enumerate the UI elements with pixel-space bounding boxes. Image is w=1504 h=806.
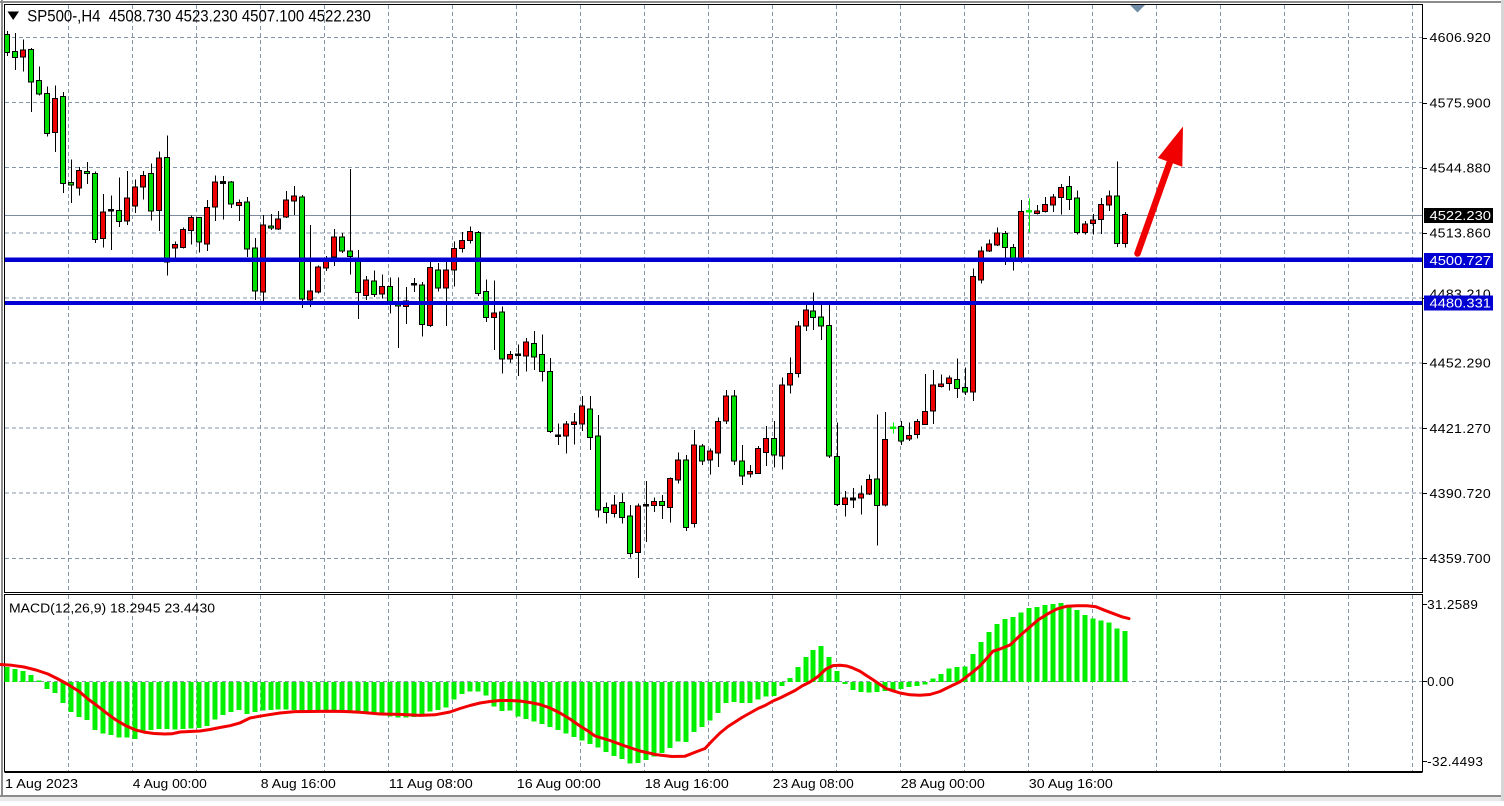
svg-text:4522.230: 4522.230 — [1430, 208, 1492, 223]
svg-text:28 Aug 00:00: 28 Aug 00:00 — [901, 776, 985, 791]
svg-text:23 Aug 08:00: 23 Aug 08:00 — [773, 776, 854, 791]
svg-text:4390.720: 4390.720 — [1430, 486, 1492, 501]
svg-text:0.00: 0.00 — [1427, 674, 1454, 689]
svg-text:1 Aug 2023: 1 Aug 2023 — [5, 776, 78, 791]
svg-text:SP500-,H4 4508.730 4523.230 4: SP500-,H4 4508.730 4523.230 4507.100 452… — [27, 7, 371, 26]
svg-text:4544.880: 4544.880 — [1430, 160, 1492, 175]
svg-text:4513.860: 4513.860 — [1430, 226, 1492, 241]
svg-text:4452.290: 4452.290 — [1430, 356, 1492, 371]
svg-text:MACD(12,26,9) 18.2945 23.4430: MACD(12,26,9) 18.2945 23.4430 — [9, 601, 215, 616]
svg-text:4606.920: 4606.920 — [1430, 30, 1492, 45]
svg-text:4 Aug 00:00: 4 Aug 00:00 — [133, 776, 207, 791]
svg-text:4421.270: 4421.270 — [1430, 421, 1492, 436]
svg-text:11 Aug 08:00: 11 Aug 08:00 — [389, 776, 473, 791]
svg-text:31.2589: 31.2589 — [1427, 597, 1478, 612]
svg-text:4359.700: 4359.700 — [1430, 551, 1492, 566]
svg-text:8 Aug 16:00: 8 Aug 16:00 — [261, 776, 336, 791]
svg-text:4575.900: 4575.900 — [1430, 95, 1492, 110]
svg-text:16 Aug 00:00: 16 Aug 00:00 — [517, 776, 601, 791]
svg-text:4480.331: 4480.331 — [1430, 296, 1492, 311]
svg-text:30 Aug 16:00: 30 Aug 16:00 — [1029, 776, 1113, 791]
svg-text:18 Aug 16:00: 18 Aug 16:00 — [645, 776, 729, 791]
svg-text:-32.4493: -32.4493 — [1427, 754, 1483, 769]
svg-text:4500.727: 4500.727 — [1430, 253, 1492, 268]
